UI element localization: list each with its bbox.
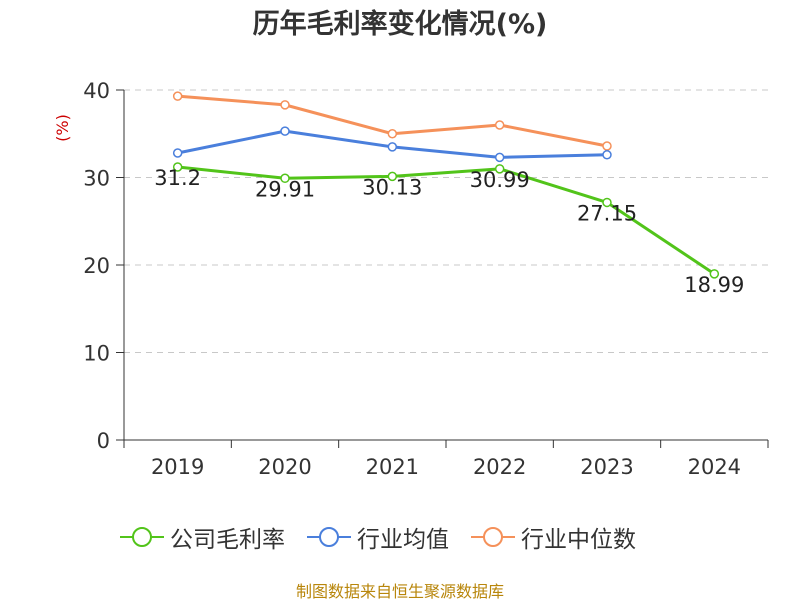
data-point [172, 91, 183, 101]
data-label: 27.15 [577, 201, 637, 225]
x-tick-label: 2022 [473, 455, 526, 479]
chart-legend: 公司毛利率 行业均值 行业中位数 [120, 520, 658, 554]
x-tick-label: 2024 [688, 455, 741, 479]
data-point [494, 120, 505, 130]
data-point [494, 164, 505, 174]
data-label: 29.91 [255, 177, 315, 201]
series-line [177, 165, 716, 276]
data-point [280, 100, 290, 110]
y-tick-label: 30 [83, 167, 110, 191]
data-point [387, 142, 398, 152]
data-point [172, 148, 183, 158]
legend-marker-icon [471, 527, 515, 547]
y-tick-label: 40 [83, 79, 110, 103]
legend-label: 公司毛利率 [170, 527, 285, 553]
x-tick-label: 2020 [258, 455, 311, 479]
x-tick-label: 2019 [151, 455, 204, 479]
data-point [172, 162, 183, 172]
data-point [494, 152, 505, 163]
data-point [387, 171, 398, 182]
data-point [602, 141, 612, 151]
source-note: 制图数据来自恒生聚源数据库 [295, 582, 504, 601]
data-point [280, 173, 290, 184]
legend-item-industry-mean[interactable]: 行业均值 [307, 520, 449, 554]
x-tick-label: 2023 [580, 455, 633, 479]
y-tick-label: 0 [97, 429, 110, 453]
data-label: 31.2 [154, 166, 201, 190]
data-point [387, 129, 398, 139]
y-axis-label: (%) [53, 114, 72, 142]
y-tick-label: 20 [83, 254, 110, 278]
y-tick-label: 10 [83, 342, 110, 366]
data-point [280, 126, 290, 136]
data-label: 30.13 [362, 175, 422, 199]
legend-marker-icon [307, 527, 351, 547]
chart-title: 历年毛利率变化情况(%) [252, 9, 548, 40]
legend-marker-icon [120, 527, 164, 547]
data-point [602, 150, 612, 160]
x-tick-label: 2021 [366, 455, 419, 479]
legend-item-industry-median[interactable]: 行业中位数 [471, 520, 636, 554]
data-label: 30.99 [470, 168, 530, 192]
data-point [602, 197, 612, 208]
legend-item-company[interactable]: 公司毛利率 [120, 520, 285, 554]
data-label: 18.99 [684, 273, 744, 297]
data-point [709, 269, 720, 279]
legend-label: 行业中位数 [521, 527, 636, 553]
legend-label: 行业均值 [357, 527, 449, 553]
